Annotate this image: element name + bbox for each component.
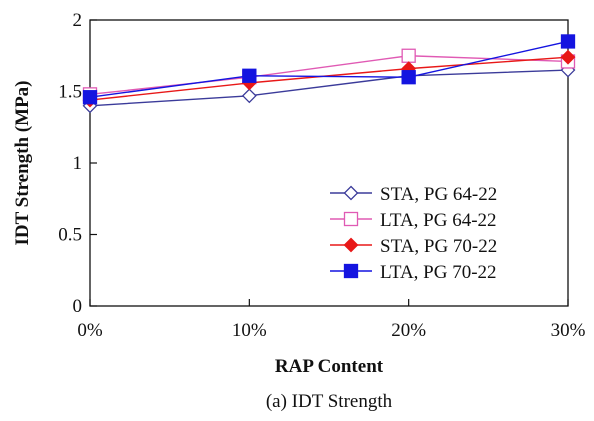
x-tick-label: 10% <box>232 320 267 341</box>
data-point <box>560 49 576 65</box>
legend-label: LTA, PG 70-22 <box>380 262 497 283</box>
y-tick-label: 1 <box>73 153 83 174</box>
legend-label: STA, PG 64-22 <box>380 184 497 205</box>
x-tick-label: 20% <box>391 320 426 341</box>
legend: STA, PG 64-22 LTA, PG 64-22 STA, PG 70-22 L… <box>318 176 550 296</box>
data-point <box>401 48 416 63</box>
series-line <box>89 69 569 107</box>
y-axis-title: IDT Strength (MPa) <box>12 80 33 245</box>
series-line <box>89 56 569 101</box>
legend-item: STA, PG 70-22 <box>330 236 497 257</box>
y-tick-label: 0 <box>73 296 83 317</box>
y-tick-label: 2 <box>73 10 83 31</box>
legend-label: LTA, PG 64-22 <box>380 210 497 231</box>
x-axis-title: RAP Content <box>275 356 384 377</box>
legend-marker <box>343 185 359 201</box>
data-point <box>242 68 257 83</box>
y-tick-label: 0.5 <box>58 225 82 246</box>
legend-marker <box>343 211 359 227</box>
x-tick-label: 0% <box>77 320 103 341</box>
figure-caption: (a) IDT Strength <box>266 391 393 412</box>
data-point <box>401 70 416 85</box>
series-line <box>89 55 569 96</box>
y-tick-label: 1.5 <box>58 82 82 103</box>
legend-marker <box>343 237 359 253</box>
legend-label: STA, PG 70-22 <box>380 236 497 257</box>
x-tick-label: 30% <box>551 320 586 341</box>
y-ticks: 0 0.5 1 1.5 2 <box>58 10 97 317</box>
legend-item: STA, PG 64-22 <box>330 184 497 205</box>
series-line <box>89 40 569 98</box>
legend-item: LTA, PG 70-22 <box>330 262 497 283</box>
x-ticks: 0% 10% 20% 30% <box>77 299 586 341</box>
data-point <box>560 34 576 49</box>
legend-item: LTA, PG 64-22 <box>330 210 497 231</box>
series-4 <box>82 34 576 105</box>
series-layer <box>82 34 576 114</box>
legend-marker <box>343 263 359 279</box>
data-point <box>241 88 257 104</box>
data-point <box>82 90 98 105</box>
